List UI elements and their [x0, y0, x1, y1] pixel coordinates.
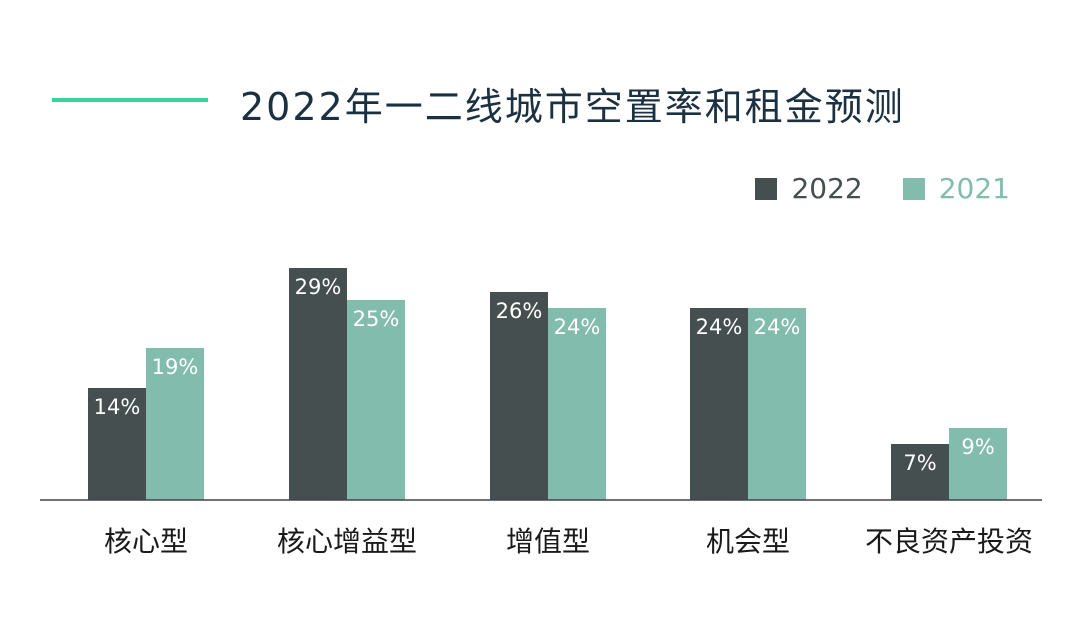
legend-item-2022: 2022 — [755, 172, 863, 205]
bar-2022-3 — [690, 308, 748, 500]
bar-2022-1 — [289, 268, 347, 500]
category-label-3: 机会型 — [706, 525, 790, 558]
bar-value-label-2022-2: 26% — [496, 299, 543, 323]
bar-2022-0 — [88, 388, 146, 500]
title-row: 2022年一二线城市空置率和租金预测 — [0, 0, 1080, 160]
bar-value-label-2021-3: 24% — [754, 315, 801, 339]
bar-value-label-2022-4: 7% — [903, 451, 936, 475]
bar-2021-3 — [748, 308, 806, 500]
legend-item-2021: 2021 — [902, 172, 1010, 205]
bar-2021-4 — [949, 428, 1007, 500]
bar-2022-4 — [891, 444, 949, 500]
legend-label-2021: 2021 — [938, 172, 1010, 205]
category-label-2: 增值型 — [506, 525, 590, 558]
bar-value-label-2022-0: 14% — [94, 395, 141, 419]
legend-swatch-2022 — [755, 177, 778, 200]
legend: 2022 2021 — [715, 172, 1010, 205]
bar-value-label-2022-1: 29% — [295, 275, 342, 299]
legend-swatch-2021 — [902, 177, 925, 200]
bar-value-label-2021-1: 25% — [353, 307, 400, 331]
legend-label-2022: 2022 — [791, 172, 863, 205]
bar-value-label-2021-4: 9% — [961, 435, 994, 459]
category-label-0: 核心型 — [104, 525, 188, 558]
title-accent-line — [52, 98, 208, 102]
category-label-1: 核心增益型 — [277, 525, 417, 558]
bar-2021-1 — [347, 300, 405, 500]
bar-2022-2 — [490, 292, 548, 500]
bar-2021-2 — [548, 308, 606, 500]
bar-value-label-2022-3: 24% — [696, 315, 743, 339]
bar-2021-0 — [146, 348, 204, 500]
chart-title: 2022年一二线城市空置率和租金预测 — [240, 85, 905, 129]
bar-value-label-2021-0: 19% — [152, 355, 199, 379]
category-label-4: 不良资产投资 — [865, 525, 1033, 558]
bar-value-label-2021-2: 24% — [554, 315, 601, 339]
